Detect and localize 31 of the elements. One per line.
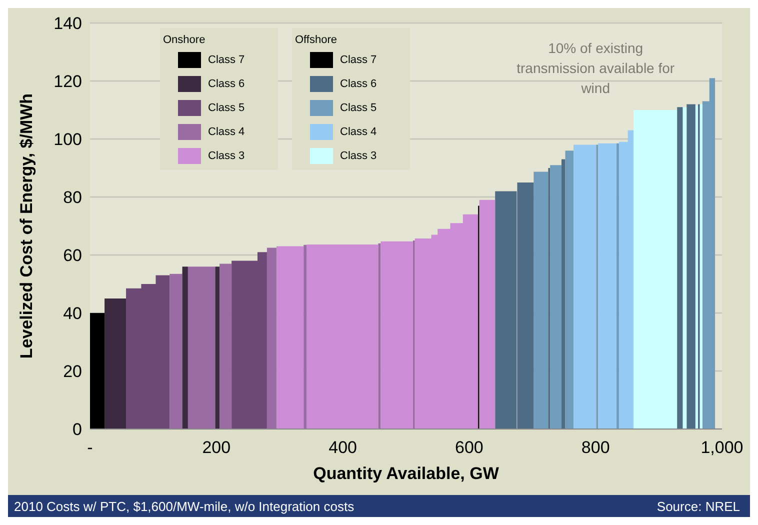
source-note: Source: NREL [656,499,740,514]
x-tick-label: - [87,438,93,457]
legend-label: Class 5 [208,102,245,114]
y-tick-label: 40 [63,304,82,323]
annotation: Offshore [295,34,337,46]
annotation: 10% of existing transmission available for wind [516,40,675,96]
legend-label: Class 5 [340,102,377,114]
text: 2010 Costs w/ PTC, $1,600/MW-mile, w/o Integration costs [14,499,355,514]
y-tick-label: 80 [63,188,82,207]
y-tick-label: 60 [63,246,82,265]
legend-label: Class 3 [340,150,377,162]
x-tick-label: 800 [581,438,610,457]
x-tick-label: 200 [202,438,231,457]
x-tick-label: 600 [455,438,484,457]
x-tick-label: 1,000 [700,438,744,457]
y-tick-label: 0 [72,420,82,439]
legend-label: Class 4 [340,126,377,138]
y-axis-title: Levelized Cost of Energy, $/MWh [17,93,36,359]
legend-label: Class 7 [208,54,245,66]
legend-label: Class 7 [340,54,377,66]
x-tick-label: 400 [328,438,357,457]
y-tick-label: 120 [54,72,82,91]
legend-label: Class 6 [208,78,245,90]
y-tick-label: 140 [54,14,82,33]
y-tick-label: 100 [54,130,82,149]
x-axis-title: Quantity Available, GW [313,464,500,483]
legend-label: Class 4 [208,126,245,138]
y-tick-label: 20 [63,362,82,381]
annotation: Onshore [163,34,206,46]
legend-label: Class 6 [340,78,377,90]
legend-label: Class 3 [208,150,245,162]
